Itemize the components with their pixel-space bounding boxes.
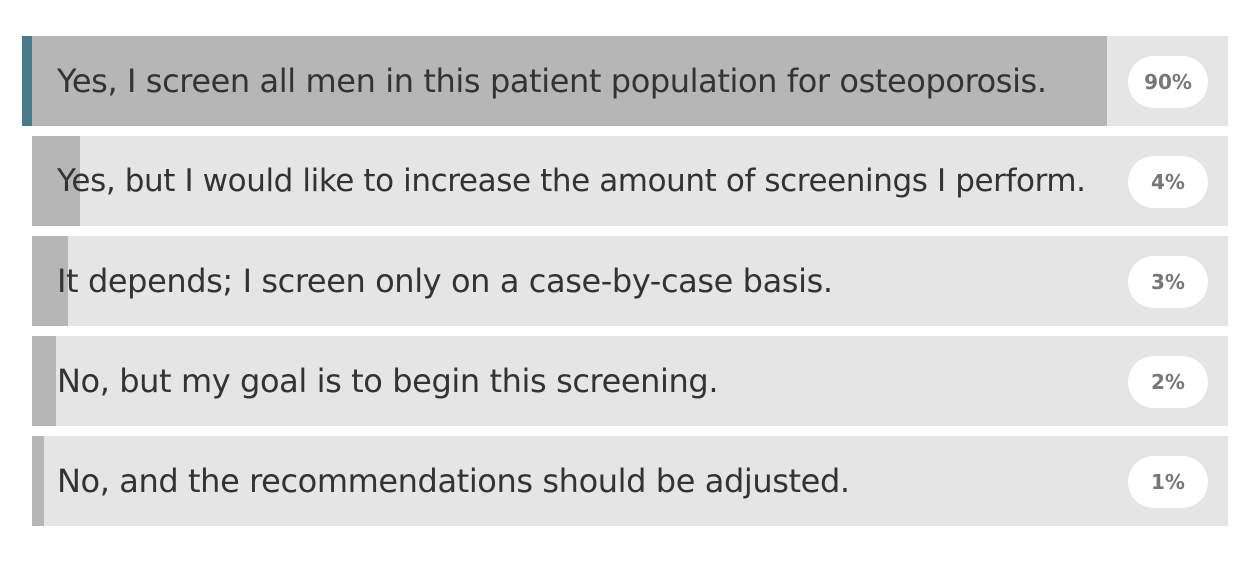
option-label: It depends; I screen only on a case-by-c… xyxy=(57,262,833,300)
percent-badge: 1% xyxy=(1128,456,1208,508)
poll-option-4[interactable]: No, but my goal is to begin this screeni… xyxy=(32,336,1228,426)
poll-option-2[interactable]: Yes, but I would like to increase the am… xyxy=(32,136,1228,226)
option-label: No, but my goal is to begin this screeni… xyxy=(57,362,719,400)
poll-option-5[interactable]: No, and the recommendations should be ad… xyxy=(32,436,1228,526)
percent-badge: 2% xyxy=(1128,356,1208,408)
selected-indicator xyxy=(22,36,32,126)
percent-badge: 3% xyxy=(1128,256,1208,308)
result-bar-fill xyxy=(32,436,44,526)
result-bar-fill xyxy=(32,236,68,326)
result-bar-fill xyxy=(22,36,1107,126)
percent-badge: 4% xyxy=(1128,156,1208,208)
poll-option-3[interactable]: It depends; I screen only on a case-by-c… xyxy=(32,236,1228,326)
result-bar-fill xyxy=(32,336,56,426)
poll-option-1[interactable]: Yes, I screen all men in this patient po… xyxy=(22,36,1228,126)
percent-badge: 90% xyxy=(1128,56,1208,108)
option-label: Yes, I screen all men in this patient po… xyxy=(57,62,1047,100)
result-bar-fill xyxy=(32,136,80,226)
option-label: No, and the recommendations should be ad… xyxy=(57,462,850,500)
option-label: Yes, but I would like to increase the am… xyxy=(57,163,1086,199)
